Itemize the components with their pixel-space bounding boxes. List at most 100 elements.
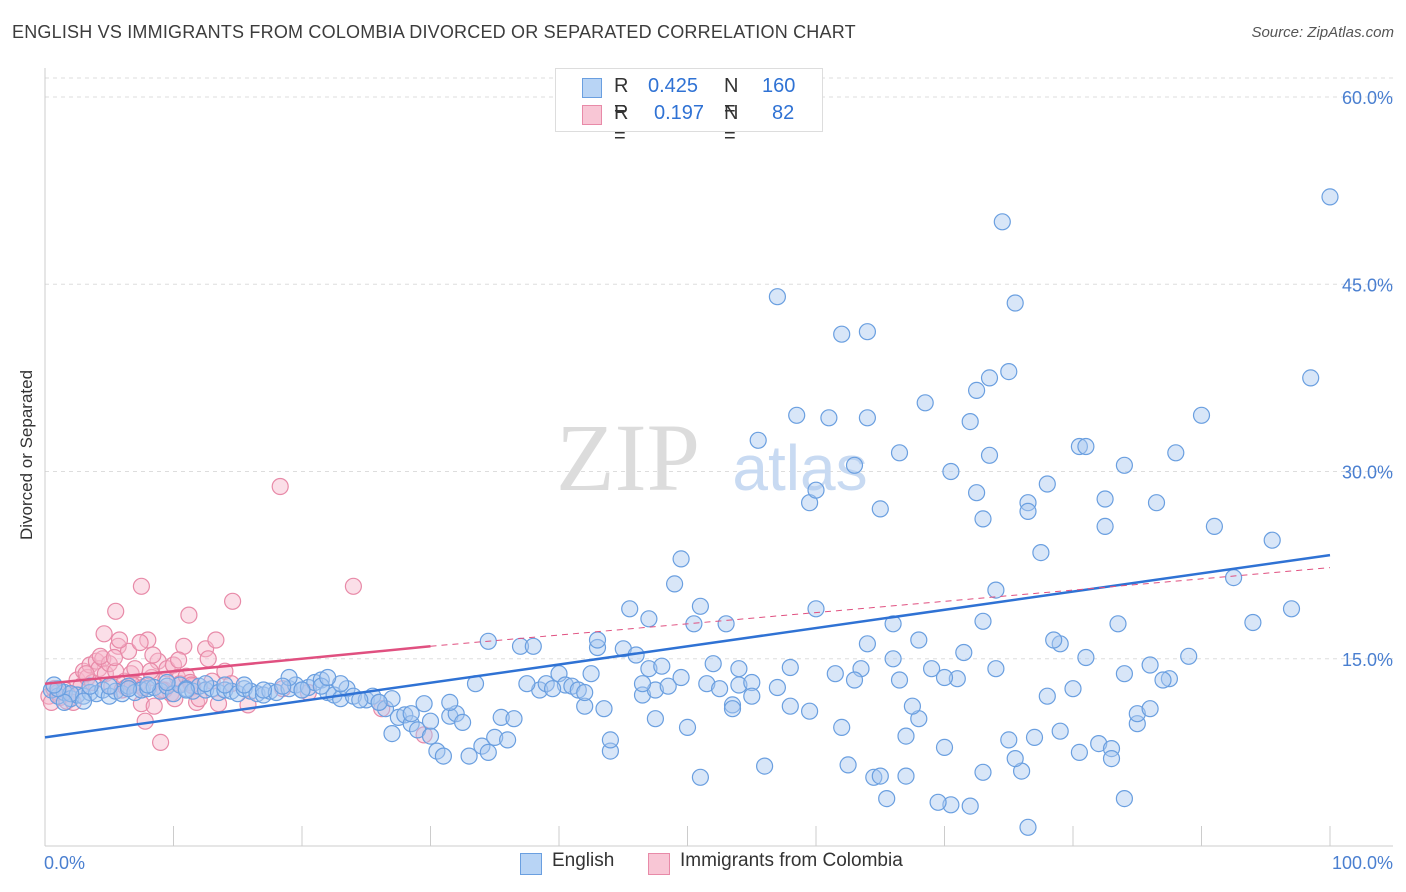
point-english [800,702,819,720]
point-colombia [119,642,138,660]
point-english [890,671,909,689]
legend-n-label: N = [724,102,739,147]
point-english [1167,444,1185,462]
point-english [1205,517,1224,536]
point-english [878,789,896,808]
chart-source: Source: ZipAtlas.com [1251,24,1394,41]
point-english [955,643,973,662]
point-english [100,677,118,695]
point-english [897,727,915,745]
legend-swatch-english [582,78,602,98]
watermark: ZIP atlas [556,404,868,511]
point-english [1038,475,1056,493]
point-english [293,681,311,699]
point-english [1019,502,1037,520]
point-english [524,637,542,655]
bottom-legend-swatch-colombia [648,853,670,875]
point-english [81,683,99,702]
point-english [672,668,690,687]
point-english [717,615,735,633]
point-english [74,692,93,710]
legend-r-value: 0.197 [654,102,705,124]
point-colombia [132,577,150,595]
tick-labels: 15.0% 30.0% 45.0% 60.0% 0.0% 100.0% [44,88,1393,873]
point-english [1282,600,1301,618]
point-english [781,658,799,677]
point-english [781,697,799,715]
point-english [858,323,877,341]
point-english [967,381,986,399]
point-english [139,676,157,694]
point-english [216,681,234,699]
point-english [1070,437,1089,456]
point-english [1321,188,1339,206]
legend-r-label: R = [614,75,629,120]
point-english [903,697,922,715]
point-colombia [271,477,289,496]
point-english [691,597,710,615]
point-english [1147,494,1166,512]
point-english [839,756,857,774]
point-english [1180,647,1198,665]
point-english [1141,656,1159,674]
watermark-atlas: atlas [732,432,867,504]
point-colombia [207,631,225,649]
y-tick-label: 15.0% [1342,650,1393,670]
point-english [1051,722,1069,740]
legend-n-value: 82 [772,102,795,124]
point-english [45,676,63,694]
point-english [807,600,825,618]
point-english [254,681,273,699]
point-english [1019,494,1037,512]
point-english [884,615,902,633]
point-english [723,696,742,714]
point-english [383,690,401,708]
series-english [42,188,1339,836]
point-colombia [144,646,162,664]
point-colombia [170,651,188,669]
point-english [421,727,440,745]
x-tick-label: 100.0% [1332,853,1393,873]
point-english [556,676,575,694]
point-english [383,724,401,743]
point-english [415,695,433,713]
point-english [1000,731,1018,749]
point-english [235,676,253,694]
point-english [460,747,478,765]
point-english [820,409,838,427]
point-english [942,462,960,481]
point-colombia [110,631,129,649]
watermark-zip: ZIP [556,404,700,511]
point-english [261,682,279,700]
point-english [691,768,710,786]
point-english [833,325,851,343]
point-english [1115,456,1134,474]
legend-r-label: R = [614,102,629,147]
point-english [646,710,665,728]
point-english [704,655,722,673]
point-english [980,369,999,387]
grid [45,77,1393,660]
trend-lines [44,553,1331,739]
point-english [961,797,979,815]
point-english [177,681,195,699]
bottom-legend-label-english: English [552,850,615,871]
point-english [139,680,157,698]
point-english [910,631,928,649]
point-english [974,510,992,528]
point-english [826,665,844,683]
point-english [621,600,639,618]
point-english [158,673,176,692]
point-english [865,768,883,786]
legend-r-value: 0.425 [648,75,699,97]
point-english [1154,671,1172,689]
point-english [543,680,562,698]
point-english [1032,543,1050,562]
point-english [633,675,652,693]
point-english [421,712,440,730]
point-english [845,456,864,474]
point-english [319,668,337,687]
point-english [1109,615,1127,633]
point-english [267,683,285,702]
